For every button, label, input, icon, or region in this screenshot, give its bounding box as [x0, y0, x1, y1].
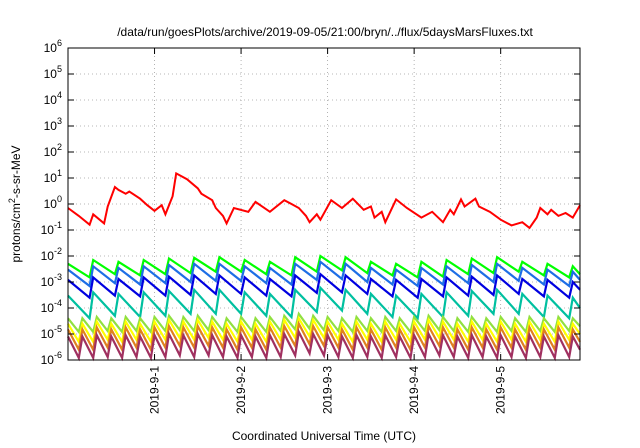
y-tick-label: 10-4	[41, 298, 62, 315]
y-tick-label: 10-3	[41, 272, 62, 289]
y-tick-label-exp: -4	[54, 298, 62, 308]
y-tick-label-exp: 3	[57, 116, 62, 126]
series-line-5	[67, 285, 581, 321]
y-tick-label: 101	[44, 168, 62, 185]
y-tick-label-base: 10	[44, 171, 58, 185]
series-line-2	[67, 254, 581, 280]
series-line-6	[67, 311, 581, 335]
x-axis-label: Coordinated Universal Time (UTC)	[232, 429, 416, 443]
series-line-1	[67, 171, 581, 230]
x-tick-label: 2019-9-5	[494, 366, 508, 414]
y-axis-label-sup: 2	[7, 198, 17, 203]
y-tick-label-exp: 4	[57, 90, 62, 100]
y-tick-label-base: 10	[41, 223, 55, 237]
y-tick-label: 104	[44, 90, 62, 107]
y-tick-label-exp: 2	[57, 142, 62, 152]
y-tick-label-base: 10	[44, 145, 58, 159]
y-axis-label: protons/cm2-s-sr-MeV	[7, 145, 23, 262]
series-line-4	[67, 272, 581, 300]
y-axis-label-pre: protons/cm	[9, 203, 23, 262]
y-tick-label-base: 10	[44, 119, 58, 133]
series-line-3	[67, 259, 581, 288]
y-tick-label-base: 10	[41, 275, 55, 289]
y-tick-label-exp: -6	[54, 350, 62, 360]
x-tick-label: 2019-9-3	[321, 366, 335, 414]
chart-title: /data/run/goesPlots/archive/2019-09-05/2…	[117, 25, 533, 39]
y-tick-label-exp: 6	[57, 38, 62, 48]
y-tick-label-exp: 0	[57, 194, 62, 204]
x-axis: 2019-9-1 2019-9-2 2019-9-3 2019-9-4 2019-9-5	[148, 48, 508, 414]
y-tick-label: 106	[44, 38, 62, 55]
series-line-8	[67, 320, 581, 354]
y-tick-label-base: 10	[41, 327, 55, 341]
y-tick-label-exp: -5	[54, 324, 62, 334]
x-tick-label: 2019-9-2	[234, 366, 248, 414]
y-axis: 10-610-510-410-310-210-11001011021031041…	[41, 38, 580, 367]
y-tick-label: 10-6	[41, 350, 62, 367]
y-tick-label-exp: -3	[54, 272, 62, 282]
y-tick-label: 10-5	[41, 324, 62, 341]
y-tick-label-base: 10	[41, 301, 55, 315]
y-tick-label-base: 10	[41, 249, 55, 263]
y-tick-label: 102	[44, 142, 62, 159]
y-tick-label-base: 10	[41, 353, 55, 367]
y-tick-label-base: 10	[44, 197, 58, 211]
x-tick-label: 2019-9-4	[407, 366, 421, 414]
y-tick-label: 105	[44, 64, 62, 81]
y-tick-label-base: 10	[44, 41, 58, 55]
y-tick-label-exp: 5	[57, 64, 62, 74]
y-tick-label-base: 10	[44, 67, 58, 81]
x-tick-label: 2019-9-1	[148, 366, 162, 414]
y-tick-label-base: 10	[44, 93, 58, 107]
y-tick-label: 103	[44, 116, 62, 133]
y-axis-label-post: -s-sr-MeV	[9, 145, 23, 198]
series-line-9	[67, 328, 581, 362]
y-tick-label-exp: 1	[57, 168, 62, 178]
y-tick-label: 100	[44, 194, 62, 211]
y-tick-label-exp: -2	[54, 246, 62, 256]
series-group	[67, 171, 581, 362]
y-tick-label: 10-2	[41, 246, 62, 263]
y-tick-label: 10-1	[41, 220, 62, 237]
y-tick-label-exp: -1	[54, 220, 62, 230]
